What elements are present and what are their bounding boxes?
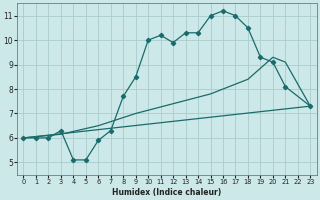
X-axis label: Humidex (Indice chaleur): Humidex (Indice chaleur) xyxy=(112,188,221,197)
